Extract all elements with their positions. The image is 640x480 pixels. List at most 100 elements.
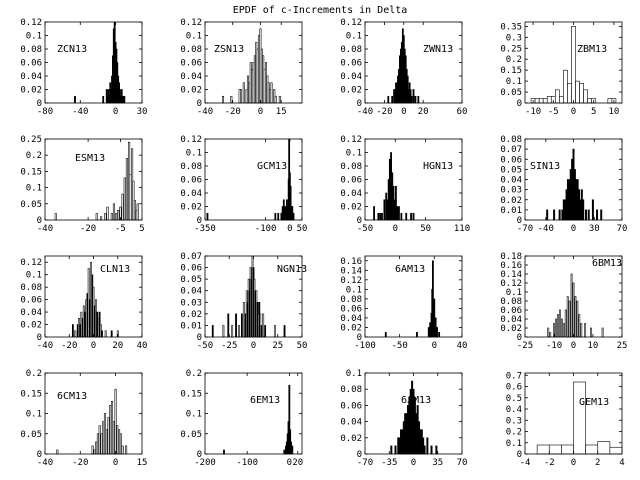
y-tick-label: 0.12 bbox=[180, 18, 202, 28]
histogram-bar bbox=[400, 212, 403, 221]
x-tick-label: 0 bbox=[91, 341, 96, 351]
x-tick-label: 50 bbox=[297, 341, 308, 351]
x-tick-label: 0 bbox=[401, 107, 406, 117]
histogram-bar bbox=[230, 95, 233, 104]
y-tick-label: 0.04 bbox=[180, 189, 202, 199]
panel-zcn13: 0 0.02 0.04 0.06 0.08 0.1 0.12 -80 -40 0 30 ZCN13 bbox=[20, 18, 147, 117]
x-tick-label: -40 bbox=[37, 224, 53, 234]
y-tick-label: 0.1 bbox=[26, 271, 42, 281]
histogram-bar bbox=[584, 323, 587, 338]
histogram-bar bbox=[414, 95, 417, 104]
histogram-bar bbox=[125, 158, 128, 221]
y-tick-label: 0.14 bbox=[500, 270, 522, 280]
y-tick-label: 0.15 bbox=[20, 167, 42, 177]
x-tick-label: 0 bbox=[258, 107, 263, 117]
y-tick-label: 0.02 bbox=[20, 86, 42, 96]
histogram-bar bbox=[107, 417, 110, 455]
x-tick-label: -40 bbox=[72, 107, 88, 117]
x-tick-label: -2 bbox=[544, 458, 555, 468]
series-label: GCM13 bbox=[257, 161, 287, 172]
histogram-bar bbox=[105, 429, 108, 455]
histogram-bar bbox=[573, 381, 586, 455]
y-tick-label: 0.05 bbox=[180, 275, 202, 285]
series-label: ZCN13 bbox=[57, 44, 87, 55]
histogram-bar bbox=[431, 260, 434, 338]
histogram-bar bbox=[278, 95, 281, 104]
panel-6jm13: 0 0.02 0.04 0.06 0.08 0.1 -70 -35 0 35 70 6JM13 bbox=[340, 369, 467, 468]
panel-6cm13: 0 0.05 0.1 0.15 0.2 -40 -20 0 15 6CM13 bbox=[20, 369, 147, 468]
histogram-bar bbox=[546, 209, 549, 221]
histogram-bar bbox=[562, 323, 565, 338]
plot-frame bbox=[44, 138, 143, 221]
y-tick-label: 0.08 bbox=[340, 45, 362, 55]
y-tick-label: 0.06 bbox=[20, 296, 42, 306]
panel-cln13: 0 0.02 0.04 0.06 0.08 0.1 0.12 -40 -20 0 20 40 CLN13 bbox=[20, 255, 147, 351]
histogram-bar bbox=[211, 325, 214, 338]
histogram-bar bbox=[564, 309, 567, 338]
histogram-bar bbox=[542, 98, 548, 104]
y-tick-label: 0.08 bbox=[500, 135, 522, 145]
histogram-bar bbox=[227, 313, 230, 338]
histogram-bar bbox=[574, 296, 577, 338]
histogram-bar bbox=[559, 96, 564, 104]
histogram-bar bbox=[566, 296, 569, 338]
y-tick-label: 0.25 bbox=[20, 135, 42, 145]
histogram-bar bbox=[109, 405, 112, 455]
histogram-bar bbox=[553, 209, 556, 221]
y-tick-label: 0.06 bbox=[500, 306, 522, 316]
y-tick-label: 0.1 bbox=[26, 184, 42, 194]
x-tick-label: -40 bbox=[37, 341, 53, 351]
y-tick-label: 0.08 bbox=[340, 385, 362, 395]
y-tick-label: 0.05 bbox=[20, 200, 42, 210]
y-tick-label: 0.12 bbox=[340, 18, 362, 28]
panel-6am13: 00.020.040.060.080.10.120.140.16-100 -50 0… bbox=[340, 255, 467, 351]
y-tick-label: 0.04 bbox=[340, 314, 362, 324]
x-tick-label: 0 bbox=[287, 458, 292, 468]
histogram-bar bbox=[223, 449, 225, 455]
y-tick-label: 0.1 bbox=[346, 369, 362, 379]
histogram-bar bbox=[277, 212, 280, 221]
y-tick-label: 0.05 bbox=[20, 430, 42, 440]
histogram-bar bbox=[575, 80, 580, 104]
histogram-bar bbox=[136, 203, 139, 221]
histogram-bar bbox=[291, 445, 294, 455]
series-label: 6JM13 bbox=[401, 395, 431, 406]
histogram-bar bbox=[206, 212, 209, 221]
y-tick-label: 0.1 bbox=[186, 410, 202, 420]
histogram-bar bbox=[390, 445, 393, 455]
x-tick-label: 0 bbox=[251, 341, 256, 351]
x-tick-label: 20 bbox=[112, 341, 123, 351]
series-label: GEM13 bbox=[579, 397, 609, 408]
x-tick-label: 70 bbox=[457, 458, 468, 468]
histogram-bar bbox=[123, 177, 126, 221]
y-tick-label: 0.06 bbox=[180, 264, 202, 274]
histogram-bar bbox=[235, 313, 237, 338]
histogram-bar bbox=[240, 89, 243, 104]
plot-frame bbox=[364, 255, 463, 338]
x-tick-label: 60 bbox=[457, 107, 468, 117]
y-tick-label: 0.03 bbox=[180, 298, 202, 308]
x-tick-label: -40 bbox=[197, 107, 213, 117]
x-tick-label: 25 bbox=[617, 341, 628, 351]
histogram-bar bbox=[590, 327, 592, 338]
histogram-bar bbox=[412, 89, 415, 104]
y-tick-label: 0.5 bbox=[506, 394, 522, 404]
y-tick-label: 0.04 bbox=[20, 72, 42, 82]
histogram-bar bbox=[391, 95, 394, 104]
x-tick-label: -20 bbox=[376, 107, 392, 117]
histogram-bar bbox=[54, 213, 57, 221]
histogram-bar bbox=[559, 309, 561, 338]
plot-frame bbox=[44, 21, 143, 104]
histogram-bar bbox=[110, 330, 113, 338]
histogram-bar bbox=[548, 444, 562, 455]
y-tick-label: 0 bbox=[37, 333, 42, 343]
x-tick-label: 25 bbox=[272, 341, 283, 351]
x-tick-label: 0 bbox=[113, 458, 118, 468]
x-tick-label: 110 bbox=[454, 224, 470, 234]
y-tick-label: 0.12 bbox=[180, 135, 202, 145]
y-tick-label: 0.02 bbox=[340, 86, 362, 96]
x-tick-label: -70 bbox=[357, 458, 373, 468]
x-tick-label: 5 bbox=[591, 107, 596, 117]
y-tick-label: 0 bbox=[517, 216, 522, 226]
y-tick-label: 0.08 bbox=[20, 283, 42, 293]
